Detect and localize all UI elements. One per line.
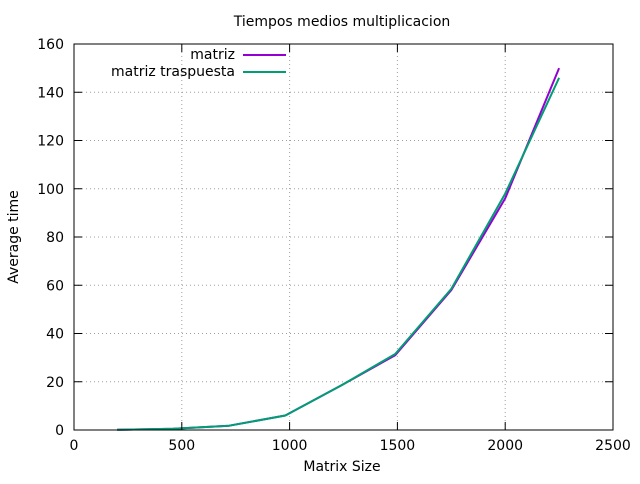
series-line-matriz-traspuesta bbox=[117, 77, 561, 431]
axis-ticks: 0 500 1000 1500 2000 2500 0 20 40 60 80 100 120 140 16… bbox=[37, 37, 631, 454]
x-axis-label: Matrix Size bbox=[303, 459, 380, 475]
y-tick-label: 60 bbox=[46, 278, 64, 294]
legend-label: matriz traspuesta bbox=[111, 64, 235, 80]
y-axis-label: Average time bbox=[6, 190, 22, 284]
x-tick-label: 2000 bbox=[487, 438, 523, 454]
x-tick-label: 0 bbox=[70, 438, 79, 454]
plot-series bbox=[117, 67, 561, 431]
x-tick-label: 1000 bbox=[272, 438, 308, 454]
x-tick-label: 1500 bbox=[380, 438, 416, 454]
x-tick-label: 2500 bbox=[595, 438, 631, 454]
y-tick-label: 120 bbox=[37, 134, 64, 150]
y-tick-label: 160 bbox=[37, 37, 64, 53]
y-tick-label: 40 bbox=[46, 327, 64, 343]
legend-label: matriz bbox=[190, 47, 235, 63]
y-tick-label: 0 bbox=[55, 423, 64, 439]
series-line-matriz bbox=[117, 67, 561, 431]
y-tick-label: 100 bbox=[37, 182, 64, 198]
y-tick-label: 20 bbox=[46, 375, 64, 391]
y-tick-label: 80 bbox=[46, 230, 64, 246]
chart-title: Tiempos medios multiplicacion bbox=[233, 14, 451, 30]
y-tick-label: 140 bbox=[37, 85, 64, 101]
x-tick-label: 500 bbox=[168, 438, 195, 454]
grid bbox=[74, 44, 613, 430]
